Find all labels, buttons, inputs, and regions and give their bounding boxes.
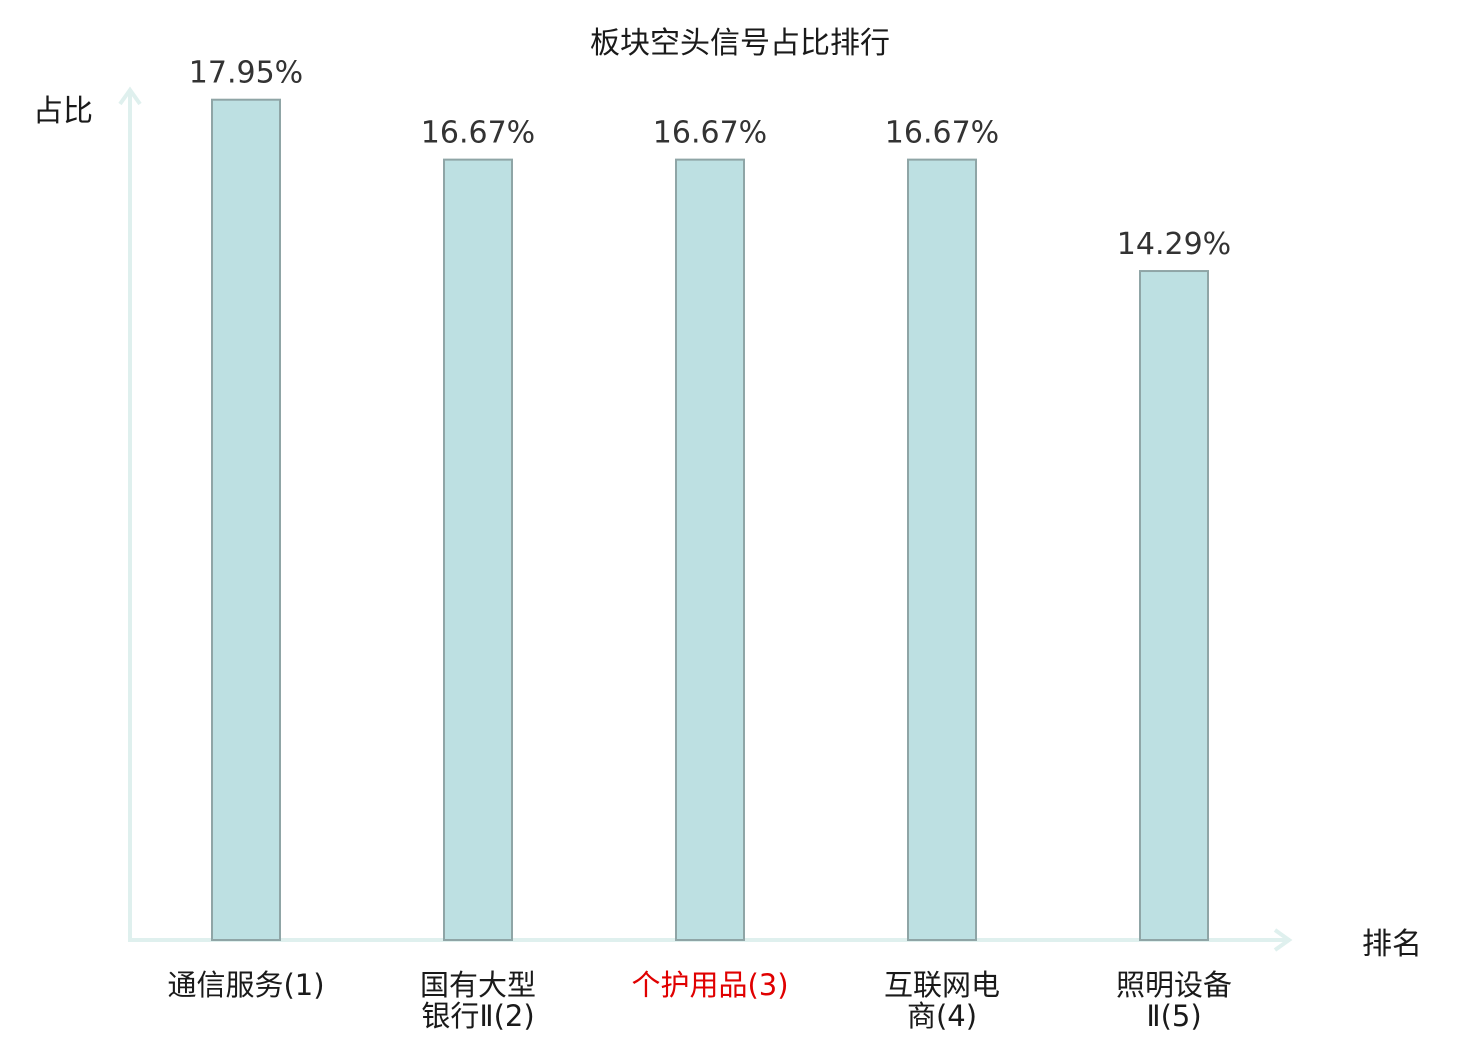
chart-title: 板块空头信号占比排行 <box>590 26 890 61</box>
bar-value-label-4: 16.67% <box>885 116 999 151</box>
bar-5 <box>1139 270 1209 941</box>
x-axis-label: 排名 <box>1362 927 1422 962</box>
bar-value-label-5: 14.29% <box>1117 227 1231 262</box>
x-tick-label-4-line-1: 互联网电 <box>884 968 1000 1002</box>
x-tick-label-1-line-1: 通信服务(1) <box>167 968 324 1002</box>
bar-value-label-1: 17.95% <box>189 56 303 91</box>
bar-value-label-2: 16.67% <box>421 116 535 151</box>
x-axis-arrowhead <box>1273 928 1293 952</box>
y-axis-arrowhead <box>118 86 142 106</box>
y-axis-label: 占比 <box>33 94 93 129</box>
x-tick-label-2-line-2: 银行Ⅱ(2) <box>421 999 534 1033</box>
bar-4 <box>907 158 977 942</box>
bar-1 <box>211 98 281 941</box>
x-tick-label-4-line-2: 商(4) <box>907 999 977 1033</box>
x-tick-label-5-line-1: 照明设备 <box>1116 968 1232 1002</box>
x-tick-label-5-line-2: Ⅱ(5) <box>1146 999 1201 1033</box>
bar-3 <box>675 158 745 942</box>
x-tick-label-2-line-1: 国有大型 <box>420 968 536 1002</box>
bar-2 <box>443 158 513 942</box>
x-tick-label-3-line-1: 个护用品(3) <box>631 968 788 1002</box>
bar-value-label-3: 16.67% <box>653 116 767 151</box>
